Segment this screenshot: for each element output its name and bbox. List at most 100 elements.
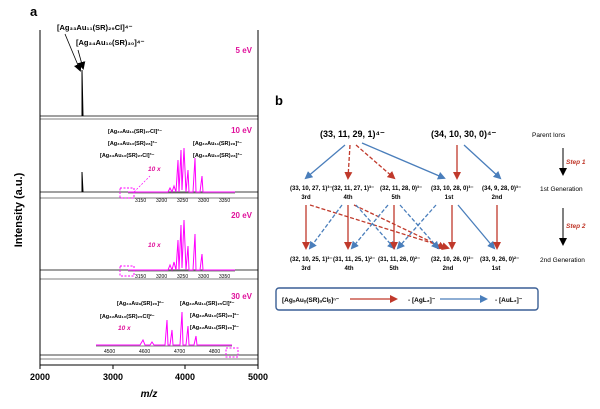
peak-annotation: [Ag₃₂Au₁₀(SR)₂₅Cl]²⁻ [100, 313, 155, 320]
main-peak [81, 69, 84, 117]
au-loss-arrow [355, 204, 396, 250]
gen2-ion: (31, 11, 25, 1)²⁻ [333, 256, 375, 263]
legend-au-label: - [AuL₂]⁻ [495, 297, 523, 304]
generation-1: (33, 10, 27, 1)³⁻ 3rd (32, 11, 27, 1)³⁻ … [290, 185, 521, 201]
au-loss-arrow [399, 204, 440, 250]
peak-annotation: [Ag₃₂Au₁₁(SR)₂₆]²⁻ [190, 324, 239, 331]
inset-tick: 3350 [219, 274, 230, 280]
zoom-connector [133, 175, 151, 193]
gen1-label: 1st Generation [540, 186, 583, 193]
gen1-ion: (34, 9, 28, 0)³⁻ [482, 185, 521, 192]
au-loss-arrow [457, 204, 496, 250]
gen2-ion: (32, 10, 26, 0)²⁻ [431, 256, 474, 263]
main-peak [81, 171, 84, 193]
generation-2: (32, 10, 25, 1)²⁻ 3rd (31, 11, 25, 1)²⁻ … [290, 256, 519, 272]
gen2-rank: 3rd [301, 266, 311, 272]
zoom-region-box [119, 187, 135, 199]
inset-spectrum [96, 311, 232, 346]
zoom-label: 10 x [148, 242, 161, 249]
legend: [AgₓAuᵧ(SR)ₐClᵦ]ⁿ⁻ - [AgL₂]⁻ - [AuL₂]⁻ [275, 287, 539, 311]
inset-tick: 3300 [198, 274, 209, 280]
inset-tick: 3300 [198, 198, 209, 204]
gen1-rank: 5th [392, 195, 401, 201]
zoom-region-box [119, 265, 135, 277]
step1-arrows [304, 142, 502, 180]
au-loss-arrow [361, 142, 446, 180]
peak-annotation: [Ag₃₂Au₁₁(SR)₂₇Cl]³⁻ [108, 128, 162, 135]
inset-spectrum [128, 219, 235, 272]
x-axis-label: m/z [141, 389, 158, 400]
au-loss-arrow [463, 144, 502, 180]
inset-tick: 3150 [135, 274, 146, 280]
gen2-rank: 1st [492, 266, 501, 272]
inset-tick: 3250 [177, 198, 188, 204]
peak-annotation: [Ag₃₃Au₁₀(SR)₂₈]³⁻ [193, 152, 242, 159]
step2-label: Step 2 [566, 223, 586, 230]
peak-annotation: [Ag₃₄Au₁₀(SR)₃₀]⁴⁻ [76, 38, 144, 47]
au-loss-arrow [350, 204, 389, 250]
au-loss-arrow [304, 144, 346, 180]
inset-tick: 4800 [209, 349, 220, 355]
peak-annotation: [Ag₃₂Au₁₁(SR)₂₅Cl]²⁻ [180, 300, 234, 307]
step1-label: Step 1 [566, 159, 586, 166]
gen1-rank: 2nd [492, 195, 503, 201]
parent-ion-right: (34, 10, 30, 0)⁴⁻ [431, 129, 496, 139]
peak-annotation: [Ag₃₂Au₁₁(SR)₂₈]³⁻ [193, 140, 242, 147]
annotation-arrow [64, 33, 82, 72]
inset-tick: 4600 [139, 349, 150, 355]
gen1-rank: 3rd [301, 195, 311, 201]
peak-annotation: [Ag₃₂Au₁₀(SR)₂₆]²⁻ [190, 312, 239, 319]
gen2-ion: (32, 10, 25, 1)²⁻ [290, 256, 333, 263]
au-loss-arrow [396, 204, 437, 250]
x-tick-label: 4000 [175, 372, 195, 382]
inset-tick: 3250 [177, 274, 188, 280]
ag-loss-arrow [355, 144, 396, 180]
energy-label: 5 eV [236, 46, 253, 55]
inset-tick: 4500 [104, 349, 115, 355]
annotation-arrow [77, 49, 86, 70]
spectrum-30ev: 4500 4600 4700 4800 10 x 30 eV [Ag₃₃Au₉(… [40, 292, 258, 360]
zoom-label: 10 x [148, 166, 161, 173]
parent-ion-left: (33, 11, 29, 1)⁴⁻ [320, 129, 385, 139]
legend-ag-label: - [AgL₂]⁻ [408, 297, 436, 304]
peak-annotation: [Ag₃₃Au₁₀(SR)₂₈]³⁻ [108, 140, 157, 147]
zoom-region-box [225, 347, 239, 358]
gen2-rank: 4th [345, 266, 354, 272]
panel-b-label: b [275, 93, 283, 108]
inset-tick: 3350 [219, 198, 230, 204]
peak-annotation: [Ag₃₃Au₉(SR)₂₆]²⁻ [117, 300, 164, 307]
x-tick-label: 2000 [30, 372, 50, 382]
panel-a-label: a [30, 4, 38, 19]
gen1-rank: 1st [445, 195, 454, 201]
x-tick-label: 3000 [103, 372, 123, 382]
gen1-ion: (32, 11, 28, 0)³⁻ [380, 185, 422, 192]
ag-loss-arrow [344, 144, 353, 180]
x-tick-label: 5000 [248, 372, 268, 382]
inset-tick: 3200 [156, 198, 167, 204]
gen1-ion: (33, 10, 28, 0)³⁻ [431, 185, 474, 192]
gen1-ion: (33, 10, 27, 1)³⁻ [290, 185, 333, 192]
gen1-rank: 4th [344, 195, 353, 201]
energy-label: 20 eV [231, 211, 253, 220]
inset-spectrum [128, 147, 235, 194]
gen1-ion: (32, 11, 27, 1)³⁻ [332, 185, 374, 192]
gen2-rank: 2nd [443, 266, 454, 272]
spectrum-10ev: 3150 3200 3250 3300 3350 10 x 10 eV [Ag₃… [40, 126, 258, 204]
spectrum-20ev: 3150 3200 3250 3300 3350 10 x 20 eV [40, 211, 258, 280]
zoom-label: 10 x [118, 325, 131, 332]
energy-label: 30 eV [231, 292, 253, 301]
gen2-ion: (31, 11, 26, 0)²⁻ [378, 256, 420, 263]
peak-annotation: [Ag₃₃Au₁₁(SR)₂₉Cl]⁴⁻ [57, 23, 132, 32]
spectrum-5ev: [Ag₃₃Au₁₁(SR)₂₉Cl]⁴⁻ [Ag₃₄Au₁₀(SR)₃₀]⁴⁻ … [40, 23, 258, 120]
ag-loss-arrow [353, 204, 446, 250]
step2-arrows [302, 204, 501, 251]
legend-formula: [AgₓAuᵧ(SR)ₐClᵦ]ⁿ⁻ [282, 297, 340, 304]
x-ticks: 2000 3000 4000 5000 [30, 365, 268, 382]
au-loss-arrow [308, 204, 343, 250]
inset-tick: 3150 [135, 198, 146, 204]
peak-annotation: [Ag₃₃Au₁₀(SR)₂₇Cl]³⁻ [100, 152, 154, 159]
ag-loss-arrow [309, 204, 450, 251]
gen2-rank: 5th [390, 266, 399, 272]
inset-tick: 4700 [174, 349, 185, 355]
